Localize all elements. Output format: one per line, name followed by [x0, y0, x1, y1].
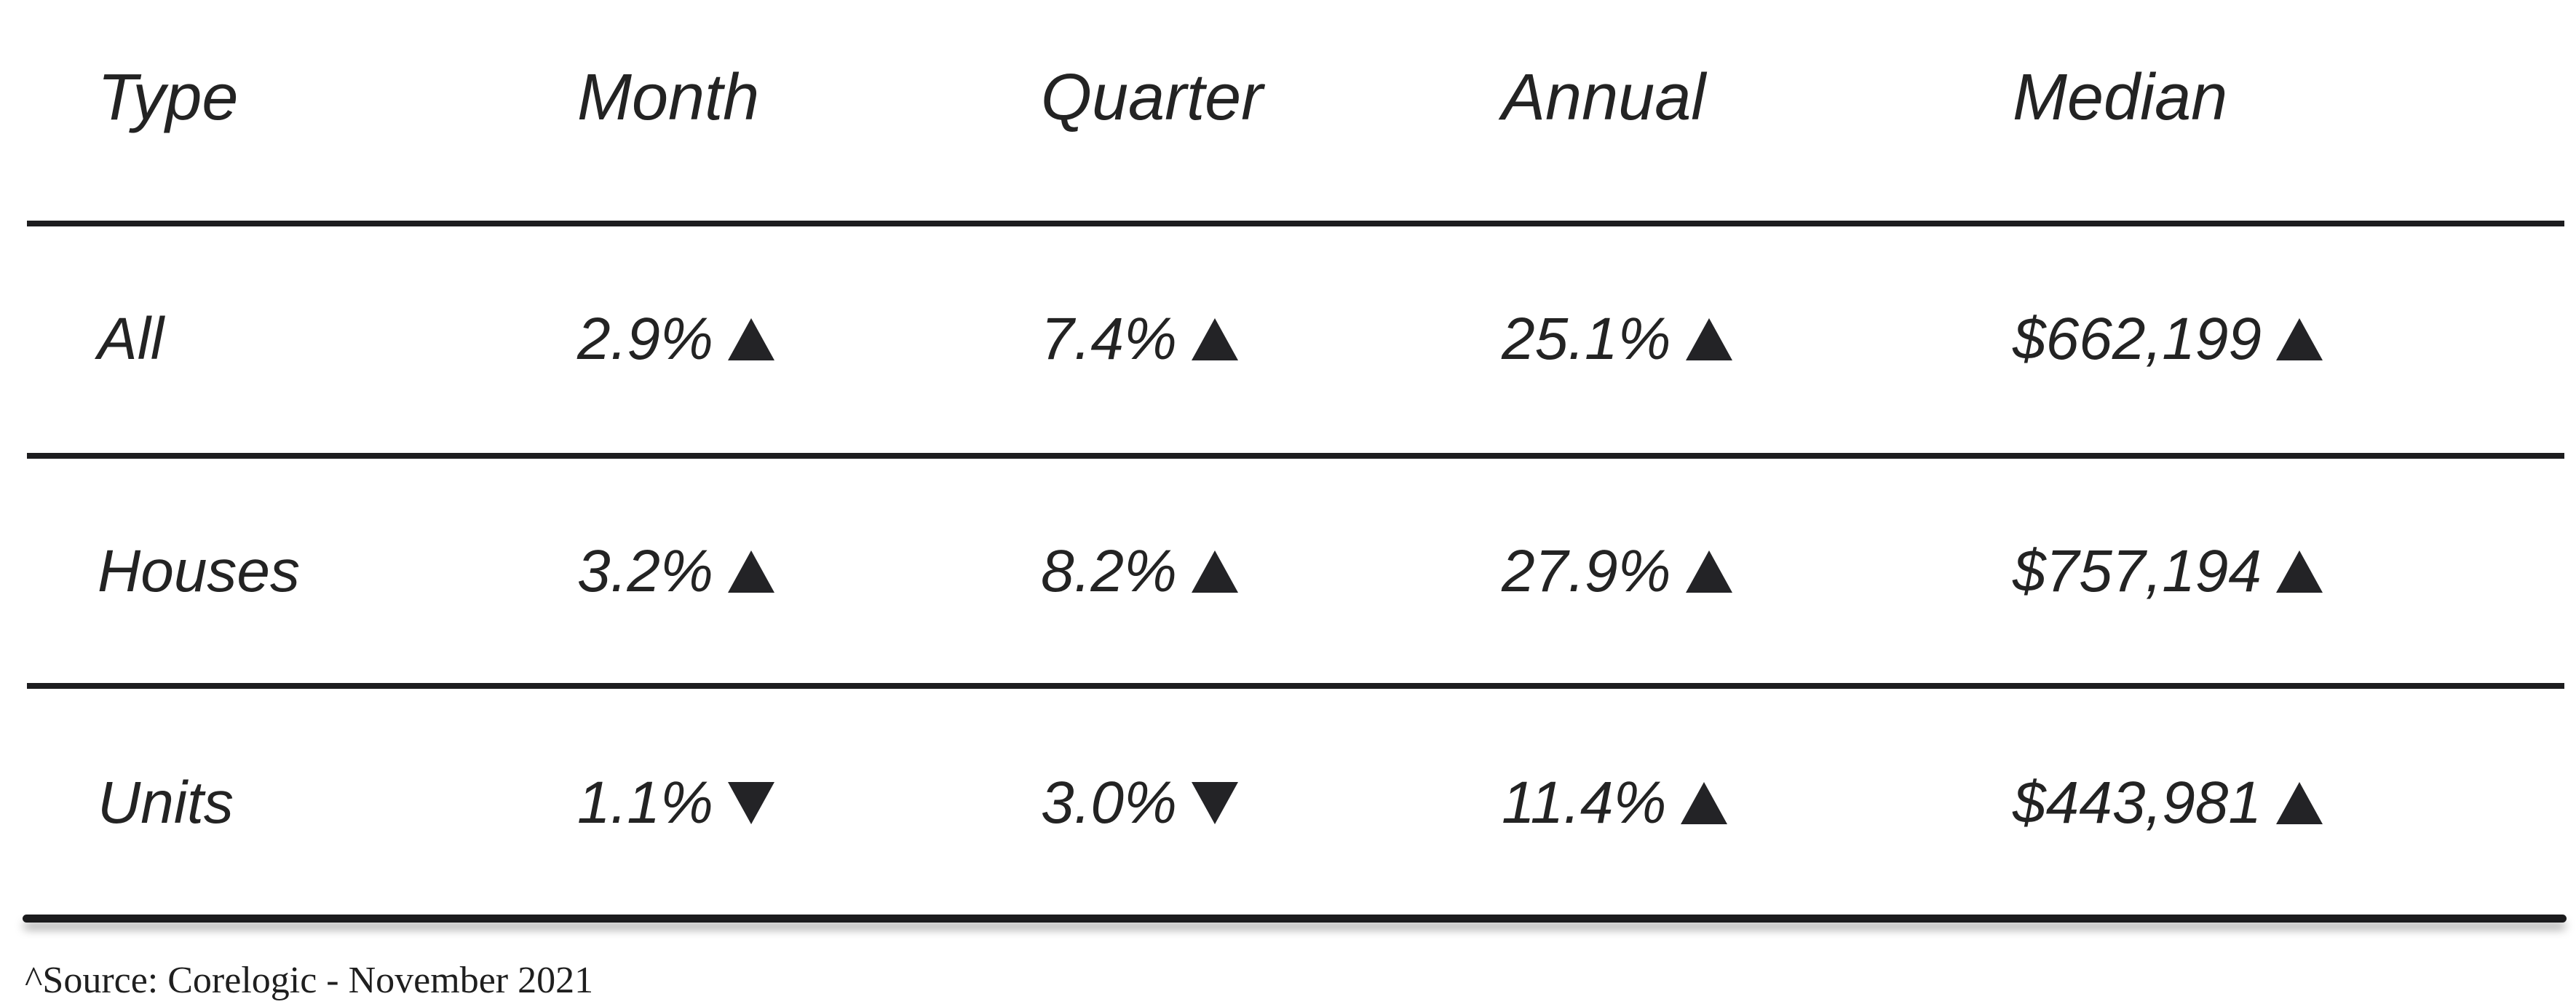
cell-value: 2.9%	[577, 306, 713, 372]
column-header-label: Annual	[1502, 60, 1706, 134]
cell-value: 3.2%	[577, 538, 713, 604]
column-header-month: Month	[577, 0, 759, 195]
column-header-quarter: Quarter	[1041, 0, 1263, 195]
trend-arrow-icon	[2276, 550, 2323, 593]
trend-arrow-icon	[2276, 318, 2323, 360]
trend-arrow-icon	[1191, 318, 1238, 360]
row-separator-line	[27, 683, 2564, 689]
cell-all-annual: 25.1%	[1502, 224, 1732, 455]
row-separator-line	[27, 453, 2564, 459]
trend-arrow-icon	[1685, 550, 1732, 593]
cell-value: $662,199	[2013, 306, 2262, 372]
cell-units-quarter: 3.0%	[1041, 687, 1238, 919]
row-label: Houses	[98, 538, 301, 604]
cell-houses-quarter: 8.2%	[1041, 456, 1238, 687]
cell-houses-annual: 27.9%	[1502, 456, 1732, 687]
cell-value: 8.2%	[1041, 538, 1177, 604]
table-header-row: Type Month Quarter Annual Median	[0, 0, 2576, 195]
trend-arrow-icon	[727, 782, 774, 824]
cell-value: $443,981	[2013, 770, 2262, 836]
trend-arrow-icon	[1681, 782, 1728, 824]
trend-arrow-icon	[727, 318, 774, 360]
cell-value: 3.0%	[1041, 770, 1177, 836]
row-label: All	[98, 306, 165, 372]
cell-units-median: $443,981	[2013, 687, 2323, 919]
trend-arrow-icon	[1191, 550, 1238, 593]
cell-all-median: $662,199	[2013, 224, 2323, 455]
cell-houses-type: Houses	[98, 456, 300, 687]
cell-value: 1.1%	[577, 770, 713, 836]
column-header-label: Quarter	[1041, 60, 1264, 134]
table-bottom-rule	[23, 915, 2567, 923]
cell-all-type: All	[98, 224, 164, 455]
cell-all-quarter: 7.4%	[1041, 224, 1238, 455]
table-row-houses: Houses 3.2% 8.2% 27.9% $757,194	[0, 456, 2576, 687]
column-header-type: Type	[98, 0, 238, 195]
cell-value: $757,194	[2013, 538, 2262, 604]
cell-value: 7.4%	[1041, 306, 1177, 372]
column-header-label: Month	[577, 60, 760, 134]
header-separator-line	[27, 221, 2564, 226]
cell-units-annual: 11.4%	[1502, 687, 1728, 919]
column-header-annual: Annual	[1502, 0, 1705, 195]
column-header-median: Median	[2013, 0, 2227, 195]
cell-units-type: Units	[98, 687, 234, 919]
cell-houses-median: $757,194	[2013, 456, 2323, 687]
trend-arrow-icon	[1685, 318, 1732, 360]
row-label: Units	[98, 770, 234, 836]
cell-units-month: 1.1%	[577, 687, 774, 919]
cell-value: 25.1%	[1502, 306, 1671, 372]
cell-all-month: 2.9%	[577, 224, 774, 455]
table-row-all: All 2.9% 7.4% 25.1% $662,199	[0, 224, 2576, 455]
trend-arrow-icon	[2276, 782, 2323, 824]
source-attribution: ^Source: Corelogic - November 2021	[25, 960, 594, 1001]
cell-houses-month: 3.2%	[577, 456, 774, 687]
table-row-units: Units 1.1% 3.0% 11.4% $443,981	[0, 687, 2576, 919]
column-header-label: Median	[2013, 60, 2228, 134]
cell-value: 27.9%	[1502, 538, 1671, 604]
trend-arrow-icon	[727, 550, 774, 593]
column-header-label: Type	[98, 60, 239, 134]
trend-arrow-icon	[1191, 782, 1238, 824]
cell-value: 11.4%	[1502, 770, 1667, 836]
